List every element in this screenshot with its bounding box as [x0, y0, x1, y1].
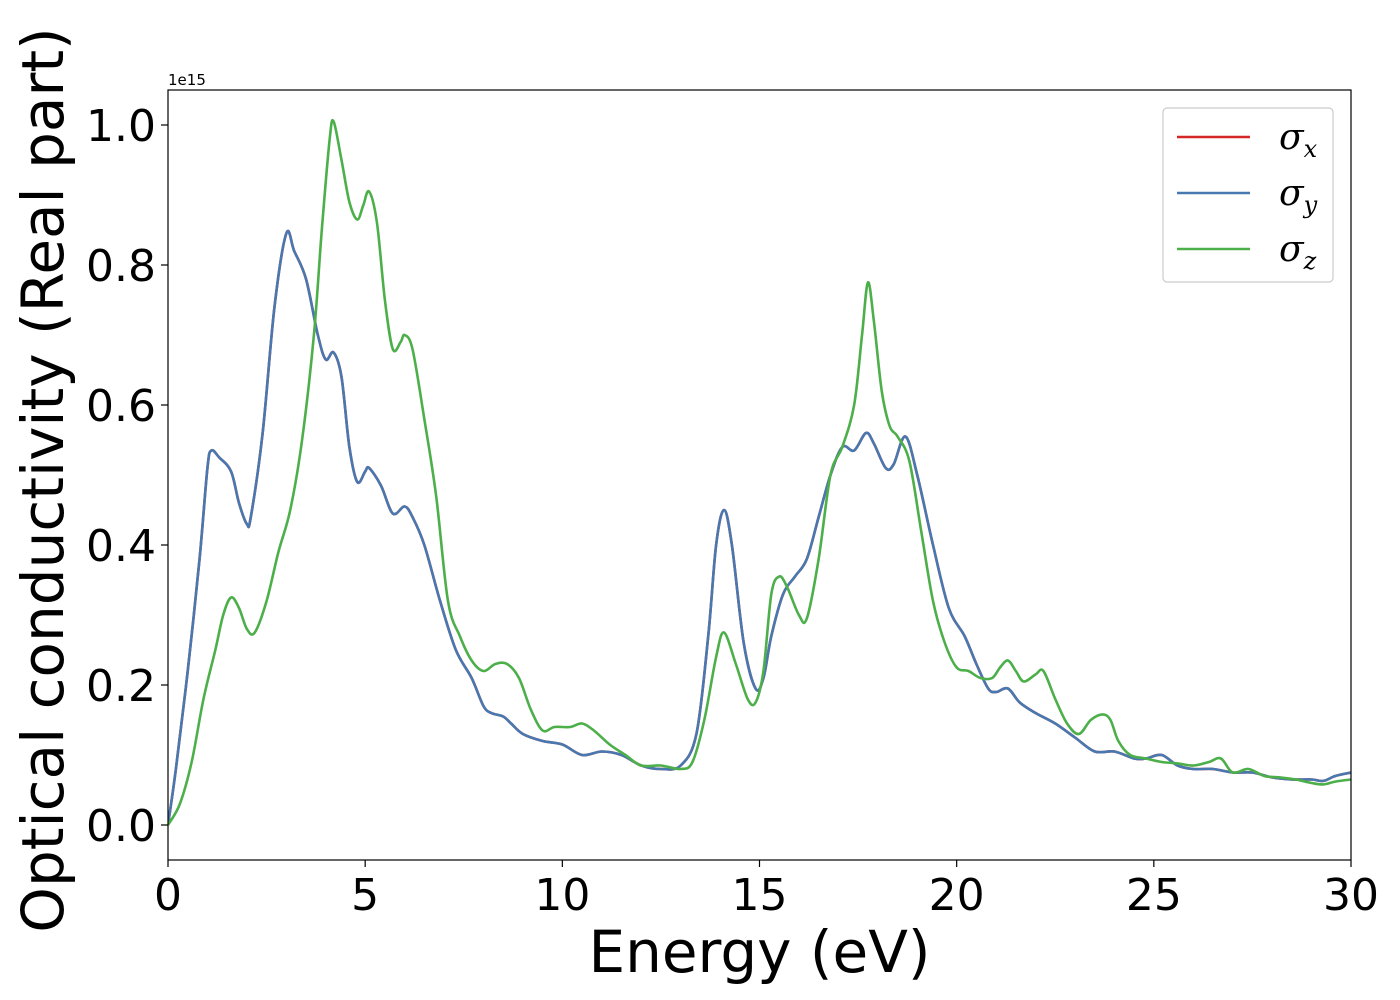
y-axis-label: Optical conductivity (Real part) — [9, 27, 77, 932]
series-layer — [168, 118, 1351, 826]
x-axis-label: Energy (eV) — [588, 918, 930, 986]
legend-label-z: σz — [1279, 229, 1317, 275]
legend-label-x: σx — [1279, 117, 1318, 163]
y-tick-label: 0.2 — [86, 661, 156, 712]
x-tick-label: 30 — [1323, 870, 1379, 921]
y-tick-label: 0.4 — [86, 521, 156, 572]
y-tick-label: 0.6 — [86, 381, 156, 432]
y-axis-ticks: 0.0 0.2 0.4 0.6 0.8 1.0 — [86, 101, 168, 852]
legend-label-y: σy — [1279, 173, 1318, 219]
y-axis-offset-label: 1e15 — [168, 71, 206, 89]
x-axis-ticks: 0 5 10 15 20 25 30 — [154, 860, 1379, 921]
y-tick-label: 0.8 — [86, 241, 156, 292]
y-tick-label: 1.0 — [86, 101, 156, 152]
legend: σx σy σz — [1162, 107, 1334, 283]
x-tick-label: 5 — [351, 870, 379, 921]
series-line-z — [168, 118, 1351, 826]
legend-box — [1162, 107, 1334, 283]
x-tick-label: 0 — [154, 870, 182, 921]
y-tick-label: 0.0 — [86, 801, 156, 852]
series-line-y — [168, 229, 1351, 826]
x-tick-label: 25 — [1126, 870, 1182, 921]
x-tick-label: 10 — [534, 870, 590, 921]
x-tick-label: 20 — [929, 870, 985, 921]
x-tick-label: 15 — [732, 870, 788, 921]
